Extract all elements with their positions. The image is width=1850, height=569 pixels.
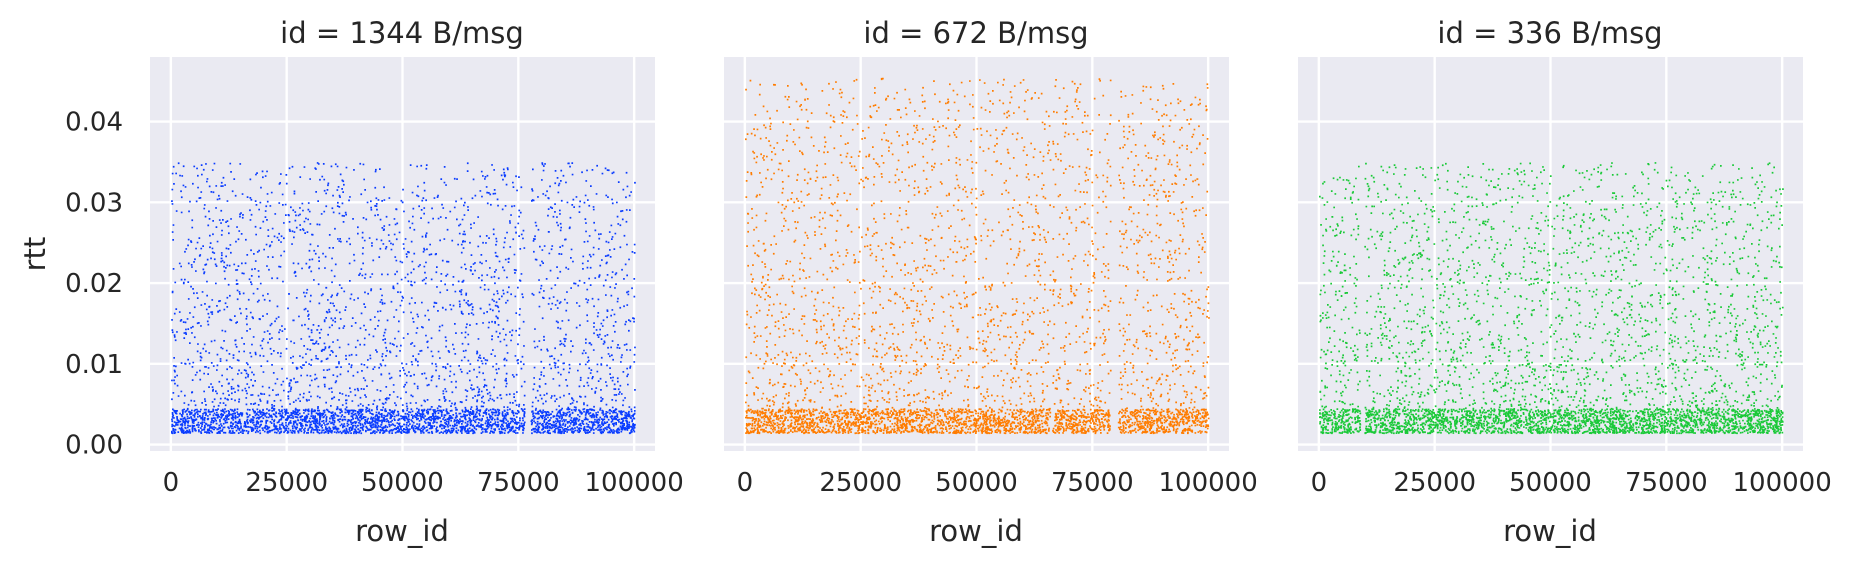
scatter-series xyxy=(171,162,636,435)
x-tick-label: 25000 xyxy=(1393,468,1476,498)
x-tick-label: 50000 xyxy=(361,468,444,498)
y-tick-labels: 0.00 0.01 0.02 0.03 0.04 xyxy=(65,108,123,461)
x-tick-label: 50000 xyxy=(1509,468,1592,498)
x-tick-label: 100000 xyxy=(1159,468,1258,498)
x-tick-label: 25000 xyxy=(819,468,902,498)
facet-panel-336: id = 336 B/msg 0 25000 50000 75000 100000 ro… xyxy=(1298,16,1832,548)
x-tick-labels: 0 25000 50000 75000 100000 xyxy=(163,468,684,498)
y-tick-label: 0.00 xyxy=(65,431,123,461)
gridlines xyxy=(1298,57,1803,451)
y-tick-label: 0.01 xyxy=(65,350,123,380)
gridlines xyxy=(724,57,1229,451)
x-tick-label: 25000 xyxy=(245,468,328,498)
x-tick-label: 100000 xyxy=(1733,468,1832,498)
x-axis-label: row_id xyxy=(929,514,1023,548)
x-tick-labels: 0 25000 50000 75000 100000 xyxy=(737,468,1258,498)
x-tick-label: 75000 xyxy=(1625,468,1708,498)
scatter-points xyxy=(1319,162,1784,435)
gridlines xyxy=(150,57,655,451)
y-tick-label: 0.03 xyxy=(65,188,123,218)
facet-panel-1344: id = 1344 B/msg 0 25000 50000 75000 100000 0… xyxy=(18,16,684,548)
x-tick-label: 100000 xyxy=(585,468,684,498)
x-tick-label: 0 xyxy=(737,468,754,498)
x-tick-label: 0 xyxy=(1311,468,1328,498)
panel-title: id = 1344 B/msg xyxy=(280,16,524,50)
y-tick-label: 0.02 xyxy=(65,269,123,299)
scatter-series xyxy=(745,77,1210,435)
x-axis-label: row_id xyxy=(355,514,449,548)
panel-title: id = 672 B/msg xyxy=(863,16,1088,50)
scatter-points xyxy=(745,77,1210,435)
panel-title: id = 336 B/msg xyxy=(1437,16,1662,50)
x-tick-label: 75000 xyxy=(1051,468,1134,498)
facet-panel-672: id = 672 B/msg 0 25000 50000 75000 100000 ro… xyxy=(724,16,1258,548)
x-axis-label: row_id xyxy=(1503,514,1597,548)
x-tick-label: 0 xyxy=(163,468,180,498)
y-tick-label: 0.04 xyxy=(65,108,123,138)
x-tick-label: 50000 xyxy=(935,468,1018,498)
scatter-points xyxy=(171,162,636,435)
scatter-series xyxy=(1319,162,1784,435)
x-tick-label: 75000 xyxy=(477,468,560,498)
y-axis-label: rtt xyxy=(18,237,52,272)
x-tick-labels: 0 25000 50000 75000 100000 xyxy=(1311,468,1832,498)
